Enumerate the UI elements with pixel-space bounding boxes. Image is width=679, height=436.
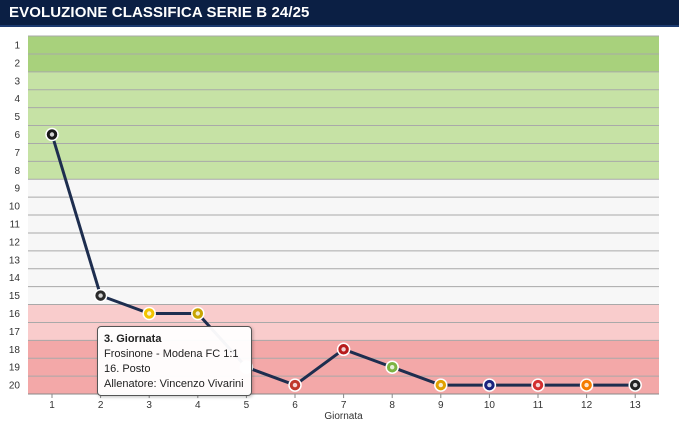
y-tick-label: 3 [14,76,20,87]
data-point-crest [438,382,443,388]
x-tick-label: 6 [292,400,298,411]
y-tick-label: 5 [14,112,20,123]
x-tick-label: 2 [98,400,104,411]
data-point-crest [292,382,298,388]
x-tick-label: 5 [244,400,250,411]
data-point-crest [98,293,103,298]
x-tick-label: 11 [533,400,544,411]
x-tick-label: 12 [581,400,593,411]
y-tick-label: 6 [14,130,20,141]
data-point-crest [195,311,200,316]
x-axis-title: Giornata [324,411,363,422]
y-tick-label: 18 [9,345,21,356]
y-tick-label: 2 [14,58,20,69]
x-tick-label: 7 [341,400,347,411]
y-tick-label: 1 [14,41,20,52]
x-tick-label: 4 [195,400,201,411]
y-tick-label: 15 [9,291,21,302]
y-tick-label: 4 [14,94,20,105]
y-tick-label: 12 [9,237,21,248]
data-point-crest [147,311,152,316]
x-tick-label: 3 [146,400,152,411]
x-tick-label: 1 [49,400,55,411]
data-point-crest [341,347,346,352]
y-tick-label: 16 [9,309,21,320]
match-tooltip: 3. Giornata Frosinone - Modena FC 1:1 16… [97,326,252,396]
y-tick-label: 10 [9,202,21,213]
x-tick-label: 8 [389,400,395,411]
y-tick-label: 11 [10,220,21,231]
tooltip-heading: 3. Giornata [104,333,162,345]
tooltip-match: Frosinone - Modena FC 1:1 [104,348,239,360]
chart-header: EVOLUZIONE CLASSIFICA SERIE B 24/25 [0,0,679,27]
data-point-crest [390,365,395,370]
y-tick-label: 9 [14,184,20,195]
x-tick-label: 10 [484,400,496,411]
chart-title: EVOLUZIONE CLASSIFICA SERIE B 24/25 [9,4,310,21]
data-point-crest [49,132,55,137]
y-tick-label: 7 [14,148,20,159]
data-point-crest [633,382,638,388]
data-point-crest [535,382,541,388]
tooltip-coach: Allenatore: Vincenzo Vivarini [104,378,244,390]
data-point-crest [584,382,589,388]
header-rule [0,25,679,27]
y-tick-label: 17 [9,327,21,338]
x-tick-label: 13 [630,400,642,411]
y-tick-label: 20 [9,381,21,392]
data-point-crest [487,382,492,388]
x-tick-label: 9 [438,400,444,411]
y-tick-label: 14 [9,273,21,284]
y-tick-label: 8 [14,166,20,177]
zone-band-3 [28,179,659,305]
y-tick-label: 13 [9,255,21,266]
y-tick-label: 19 [9,363,21,374]
tooltip-position: 16. Posto [104,363,151,375]
